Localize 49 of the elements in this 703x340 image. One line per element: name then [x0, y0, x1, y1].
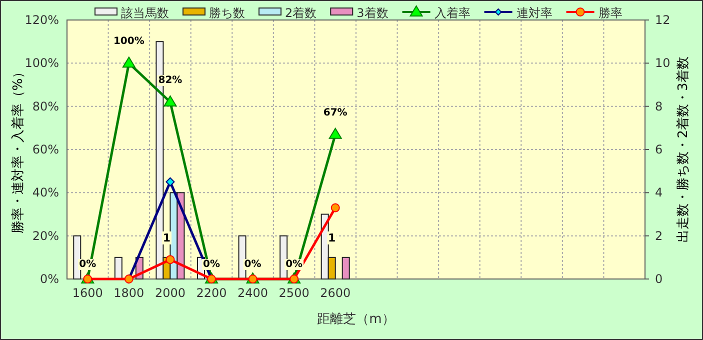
y2-tick-label: 2 [655, 228, 663, 243]
y-axis-title: 勝率・連対率・入着率（%） [10, 65, 26, 234]
legend-label: 勝率 [598, 6, 622, 20]
data-label: 67% [323, 107, 348, 118]
y-tick-label: 0% [40, 272, 59, 286]
data-label: 0% [79, 259, 96, 270]
y2-tick-label: 4 [655, 186, 663, 200]
x-tick-label: 1600 [72, 286, 103, 300]
point [166, 255, 175, 264]
y-tick-label: 100% [24, 56, 59, 70]
y-tick-label: 60% [32, 142, 59, 156]
x-tick-label: 1800 [114, 286, 144, 300]
x-tick-label: 2500 [278, 286, 310, 300]
y2-axis-title: 出走数・勝ち数・2着数・3着数 [675, 56, 691, 242]
legend-label: 該当馬数 [121, 6, 169, 20]
bar [342, 256, 350, 280]
legend-label: 3着数 [356, 6, 388, 20]
y-tick-label: 40% [32, 186, 59, 200]
y-tick-label: 20% [32, 228, 59, 243]
data-label: 1 [328, 231, 336, 244]
x-tick-label: 2600 [320, 286, 351, 300]
bar [114, 256, 122, 280]
point [122, 56, 136, 68]
data-label: 1 [162, 231, 171, 244]
x-tick-label: 2400 [238, 286, 268, 300]
data-label: 82% [158, 75, 182, 86]
legend-label: 勝ち数 [209, 6, 245, 20]
point [328, 128, 342, 139]
x-axis-title: 距離芝（m） [317, 312, 395, 327]
y2-tick-label: 6 [655, 142, 663, 156]
y2-tick-label: 10 [655, 56, 670, 70]
data-label: 0% [203, 259, 220, 270]
y2-tick-label: 8 [655, 99, 663, 114]
data-label: 0% [286, 259, 303, 270]
bar [73, 235, 82, 280]
y2-tick-label: 12 [655, 13, 670, 27]
x-tick-label: 2200 [196, 286, 227, 300]
legend-label: 入着率 [434, 6, 470, 20]
y2-tick-label: 0 [655, 272, 663, 286]
y-tick-label: 80% [32, 99, 59, 114]
data-label: 0% [244, 259, 262, 270]
y-tick-label: 120% [24, 13, 59, 27]
point [330, 203, 340, 212]
data-label: 100% [113, 36, 144, 48]
legend-label: 2着数 [285, 6, 317, 20]
point [166, 177, 175, 186]
legend-label: 連対率 [516, 6, 552, 20]
x-tick-label: 2000 [154, 286, 186, 300]
point [164, 96, 177, 107]
